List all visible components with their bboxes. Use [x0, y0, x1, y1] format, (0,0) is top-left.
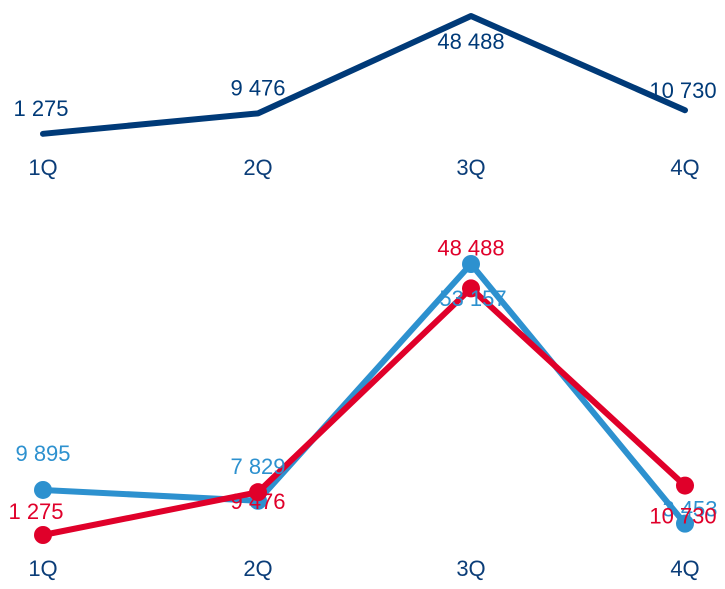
data-label: 9 476 [230, 75, 285, 100]
chart-panel-1: 1Q 2Q 3Q 4Q 1 275 9 476 48 488 10 730 [13, 13, 717, 180]
data-label: 3 453 [662, 497, 717, 522]
x-tick-label: 2Q [243, 556, 272, 581]
x-tick-label: 1Q [28, 155, 57, 180]
data-label: 48 488 [437, 235, 504, 260]
series-line-2 [40, 285, 688, 538]
data-point [462, 255, 480, 273]
chart-panel-2: 1Q 2Q 3Q 4Q 9 895 7 829 53 157 3 453 1 275 9 476 4… [8, 235, 717, 581]
data-label: 53 157 [439, 286, 506, 311]
data-label: 9 895 [15, 441, 70, 466]
data-label: 10 730 [649, 504, 716, 529]
data-label: 7 829 [230, 454, 285, 479]
x-tick-label: 4Q [670, 155, 699, 180]
data-label: 1 275 [8, 499, 63, 524]
x-tick-label: 1Q [28, 556, 57, 581]
data-point [34, 526, 52, 544]
data-label: 1 275 [13, 96, 68, 121]
series-line-1 [40, 261, 688, 527]
data-point [249, 483, 267, 502]
x-tick-label: 3Q [456, 556, 485, 581]
x-tick-label: 2Q [243, 155, 272, 180]
data-label: 9 476 [230, 489, 285, 514]
data-point [676, 514, 694, 533]
data-point [676, 476, 694, 495]
x-tick-label: 4Q [670, 556, 699, 581]
data-label: 48 488 [437, 29, 504, 54]
x-tick-label: 3Q [456, 155, 485, 180]
data-point [462, 279, 480, 298]
data-point [34, 480, 52, 499]
series-line-1 [40, 13, 688, 137]
data-label: 10 730 [649, 78, 716, 103]
